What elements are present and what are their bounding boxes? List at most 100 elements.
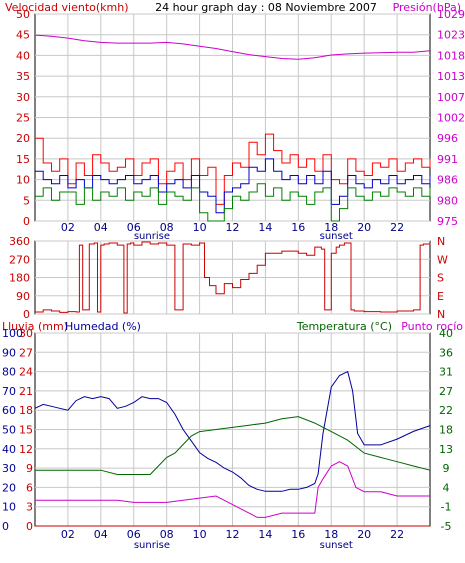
humidity-tick-label: 60 (2, 404, 16, 417)
dewpoint-line (35, 461, 430, 518)
pressure-tick-label: 975 (437, 215, 458, 228)
rain-tick-label: 21 (19, 385, 33, 398)
wind-speed-tick-label: 5 (23, 194, 30, 207)
humidity-tick-label: 0 (2, 520, 9, 533)
humidity-tick-label: 80 (2, 366, 16, 379)
rain-tick-label: 12 (19, 443, 33, 456)
compass-point-label: N (437, 235, 445, 248)
direction-degree-label: 0 (23, 308, 30, 321)
sunrise-label: sunrise (134, 231, 170, 242)
pressure-tick-label: 980 (437, 194, 458, 207)
direction-series (35, 241, 431, 314)
hour-tick-label: 02 (61, 221, 75, 234)
wind-speed-tick-label: 40 (16, 49, 30, 62)
hour-tick-label: 08 (160, 528, 174, 541)
climate-series (34, 370, 431, 527)
direction-degree-label: 180 (9, 272, 30, 285)
pressure-tick-label: 986 (437, 174, 458, 187)
humidity-tick-label: 10 (2, 501, 16, 514)
temperature-tick-label: 13 (439, 443, 453, 456)
hour-tick-label: 12 (226, 528, 240, 541)
humidity-tick-label: 50 (2, 424, 16, 437)
hour-tick-label: 14 (258, 528, 272, 541)
hour-tick-label: 06 (127, 221, 141, 234)
rain-tick-label: 18 (19, 404, 33, 417)
hour-tick-label: 04 (94, 528, 108, 541)
temperature-line (35, 416, 431, 475)
humidity-tick-label: 20 (2, 481, 16, 494)
wind-speed-tick-label: 25 (16, 112, 30, 125)
temperature-tick-label: 9 (443, 462, 450, 475)
chart-title: 24 hour graph day : 08 Noviembre 2007 (155, 1, 377, 14)
humidity-tick-label: 90 (2, 346, 16, 359)
hour-tick-label: 20 (357, 528, 371, 541)
rain-tick-label: 27 (19, 346, 33, 359)
wind-speed-axis-title: Velocidad viento(kmh) (5, 1, 129, 14)
wind-speed-tick-label: 50 (16, 8, 30, 21)
climate-panel: Lluvia (mm) Humedad (%) Temperatura (°C)… (2, 320, 463, 551)
hour-tick-label: 02 (61, 528, 75, 541)
temperature-tick-label: 4 (443, 481, 450, 494)
hour-tick-label: 08 (160, 221, 174, 234)
rain-ticks: 0 3 6 9 12 15 18 21 24 27 30 (19, 327, 33, 533)
temperature-axis-title: Temperatura (°C) (296, 320, 392, 333)
pressure-tick-label: 1018 (437, 49, 465, 62)
compass-point-label: W (437, 253, 448, 266)
pressure-tick-label: 1013 (437, 70, 465, 83)
sunrise-label-bottom: sunrise (134, 540, 170, 551)
gust-line (35, 133, 431, 205)
wind-pressure-panel: Velocidad viento(kmh) 24 hour graph day … (5, 1, 465, 242)
temperature-tick-label: 36 (439, 346, 453, 359)
temperature-tick-label: -1 (441, 501, 452, 514)
dewpoint-axis-title: Punto rocío (401, 320, 463, 333)
humidity-ticks: 0 10 20 30 40 50 60 70 80 90 100 (2, 327, 23, 533)
hour-tick-label: 18 (324, 221, 338, 234)
wind-series (34, 34, 431, 222)
hour-tick-label: 10 (193, 528, 207, 541)
min-line (35, 183, 431, 222)
rain-tick-label: 0 (26, 520, 33, 533)
direction-degree-label: 90 (16, 290, 30, 303)
humidity-line (34, 370, 431, 492)
avg-line (35, 158, 431, 214)
wind-speed-tick-label: 15 (16, 153, 30, 166)
wind-speed-tick-label: 0 (23, 215, 30, 228)
pressure-tick-label: 996 (437, 132, 458, 145)
hour-tick-label: 10 (193, 221, 207, 234)
hour-tick-label: 22 (390, 528, 404, 541)
wind-speed-ticks: 0 5 10 15 20 25 30 35 40 45 50 (16, 8, 30, 228)
hour-tick-label: 16 (291, 221, 305, 234)
rain-tick-label: 3 (26, 501, 33, 514)
humidity-tick-label: 70 (2, 385, 16, 398)
rain-tick-label: 9 (26, 462, 33, 475)
temperature-ticks: -5 -1 4 9 13 18 22 27 31 36 40 (439, 327, 453, 533)
humidity-tick-label: 40 (2, 443, 16, 456)
humidity-tick-label: 30 (2, 462, 16, 475)
temperature-tick-label: 31 (439, 366, 453, 379)
humidity-axis-title: Humedad (%) (65, 320, 141, 333)
temperature-tick-label: 18 (439, 424, 453, 437)
wind-speed-tick-label: 20 (16, 132, 30, 145)
pressure-tick-label: 1002 (437, 112, 465, 125)
temperature-tick-label: 22 (439, 404, 453, 417)
temperature-tick-label: 40 (439, 327, 453, 340)
rain-axis-title: Lluvia (mm) (2, 320, 68, 333)
direction-degree-label: 270 (9, 253, 30, 266)
wind-direction-line (35, 241, 431, 314)
compass-point-label: N (437, 308, 445, 321)
hour-tick-label: 18 (324, 528, 338, 541)
direction-degree-label: 360 (9, 235, 30, 248)
rain-tick-label: 6 (26, 481, 33, 494)
wind-speed-tick-label: 10 (16, 174, 30, 187)
pressure-tick-label: 1029 (437, 8, 465, 21)
sunset-label: sunset (320, 231, 353, 242)
pressure-tick-label: 991 (437, 153, 458, 166)
hour-tick-label: 22 (390, 221, 404, 234)
sunset-label-bottom: sunset (320, 540, 353, 551)
compass-point-label: E (437, 290, 444, 303)
humidity-tick-label: 100 (2, 327, 23, 340)
wind-speed-tick-label: 35 (16, 70, 30, 83)
